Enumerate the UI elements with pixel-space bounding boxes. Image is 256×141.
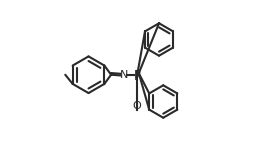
Text: O: O [133, 101, 142, 111]
Text: P: P [134, 70, 141, 80]
Text: N: N [120, 70, 128, 80]
